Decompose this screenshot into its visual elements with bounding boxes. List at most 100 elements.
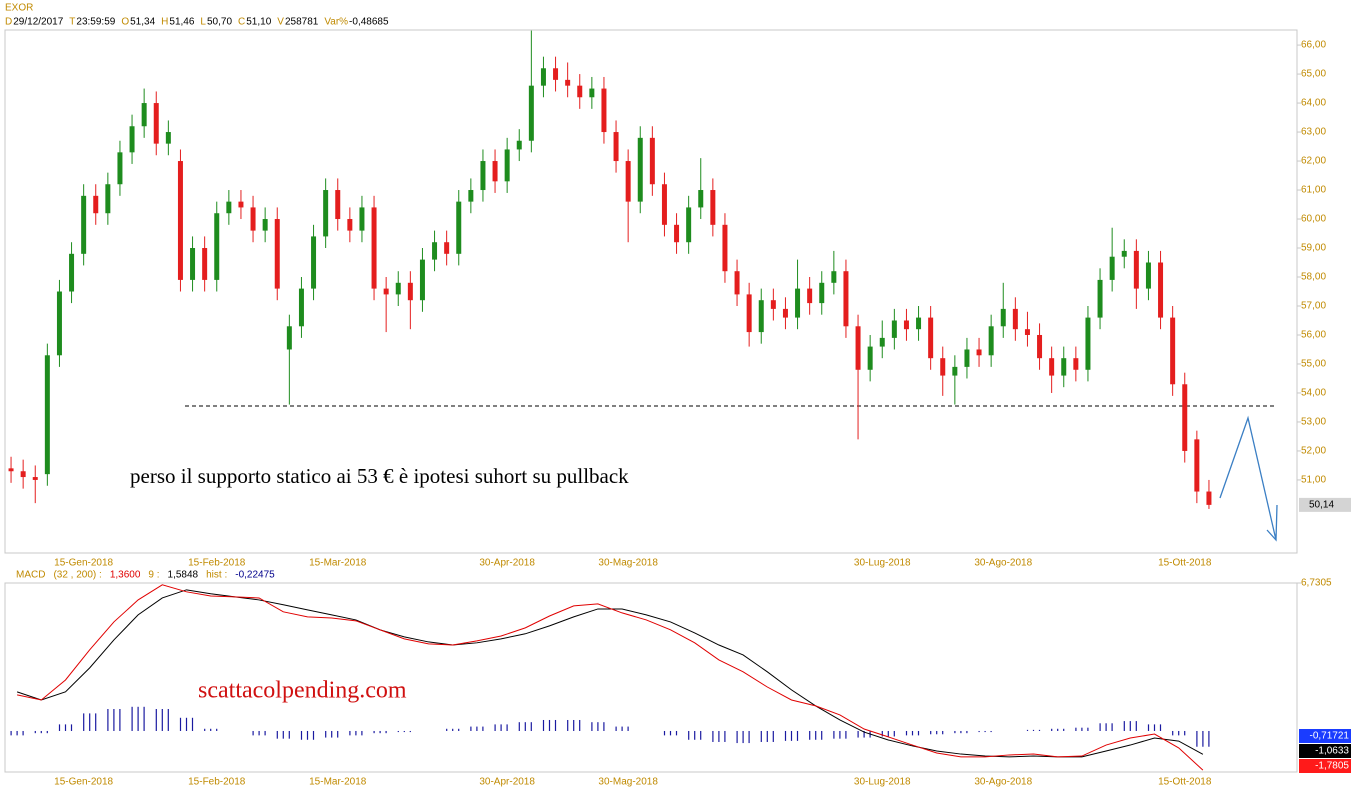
candle-body [117,152,123,185]
header-value: 51,34 [130,17,155,28]
candle-body [1133,250,1139,289]
candle-body [1097,279,1103,318]
x-tick-label: 15-Mar-2018 [309,777,367,788]
last-value-box [1299,759,1351,773]
candle-body [1206,491,1212,505]
last-value-label: -0,71721 [1310,731,1350,742]
candle-body [976,349,982,356]
candle-body [1145,262,1151,289]
candle-body [432,242,438,260]
x-tick-label: 15-Gen-2018 [54,558,113,569]
macd-legend-item: 1,5848 [168,570,199,581]
candle-body [419,259,425,301]
candle-body [553,68,559,80]
last-value-box [1299,744,1351,758]
candle-body [226,201,232,214]
candle-body [190,248,196,280]
candle-body [93,195,99,214]
candle-body [613,132,619,162]
candle-body [625,161,631,202]
candle-body [347,219,353,231]
header-label: O [121,17,129,28]
macd-legend-item: -0,22475 [235,570,275,581]
header-value: -0,48685 [349,17,389,28]
candle-body [903,320,909,330]
candle-body [928,317,934,359]
candle-body [1024,329,1030,335]
candle-body [335,190,341,220]
candle-body [589,88,595,98]
candle-body [637,137,643,202]
y-tick-label: 58,00 [1301,272,1326,283]
candle-body [831,271,837,283]
candle-body [940,358,946,376]
candle-body [1085,317,1091,370]
candle-body [710,190,716,225]
candle-body [601,88,607,133]
candle-body [1049,358,1055,376]
last-value-label: -1,7805 [1315,761,1349,772]
candle-body [964,349,970,367]
candle-body [722,224,728,272]
candle-body [177,161,183,280]
price-panel [4,29,1298,554]
arrow-path [1219,415,1277,541]
last-value-label: -1,0633 [1315,746,1349,757]
macd-legend-item: 9 : [148,570,159,581]
x-tick-label: 15-Feb-2018 [188,558,246,569]
candle-body [577,85,583,98]
header-value: 258781 [285,17,319,28]
y-tick-label: 65,00 [1301,69,1326,80]
candle-body [395,282,401,295]
x-tick-label: 30-Mag-2018 [598,558,658,569]
candle-body [444,242,450,254]
candle-body [528,85,534,141]
candle-body [480,161,486,191]
candle-body [323,190,329,237]
candle-body [843,271,849,327]
candle-body [129,126,135,153]
header-label: H [161,17,168,28]
x-tick-label: 15-Ott-2018 [1158,777,1212,788]
candle-body [214,213,220,280]
candle-body [105,184,111,214]
y-tick-label: 51,00 [1301,475,1326,486]
candle-body [807,288,813,304]
candle-body [674,224,680,243]
candle-body [795,288,801,318]
candle-body [456,201,462,254]
candle-body [492,161,498,182]
x-tick-label: 30-Lug-2018 [854,777,911,788]
header-label: L [200,17,206,28]
candle-body [165,132,171,144]
y-tick-label: 6,7305 [1301,578,1332,589]
candle-body [8,468,14,472]
candle-body [286,326,292,350]
candle-body [916,317,922,330]
macd-legend-item: (32 , 200) : [53,570,101,581]
chart-title: EXOR [5,3,33,14]
candle-body [661,184,667,225]
y-tick-label: 57,00 [1301,301,1326,312]
header-label: Var% [324,17,348,28]
x-tick-label: 30-Ago-2018 [974,558,1032,569]
y-tick-label: 53,00 [1301,417,1326,428]
last-price-box [1299,497,1351,512]
last-price-label: 50,14 [1309,500,1334,511]
y-tick-label: 55,00 [1301,359,1326,370]
candle-body [1121,250,1127,257]
candle-body [202,248,208,280]
signal-line [16,589,1204,758]
header-label: C [238,17,245,28]
macd-legend-item: hist : [206,570,227,581]
header-value: 51,46 [169,17,194,28]
candle-body [238,201,244,208]
candle-body [879,337,885,347]
y-tick-label: 62,00 [1301,156,1326,167]
y-tick-label: 54,00 [1301,388,1326,399]
candle-body [1170,317,1176,385]
candle-body [32,477,38,480]
macd-line [16,584,1204,771]
candle-body [758,300,764,333]
